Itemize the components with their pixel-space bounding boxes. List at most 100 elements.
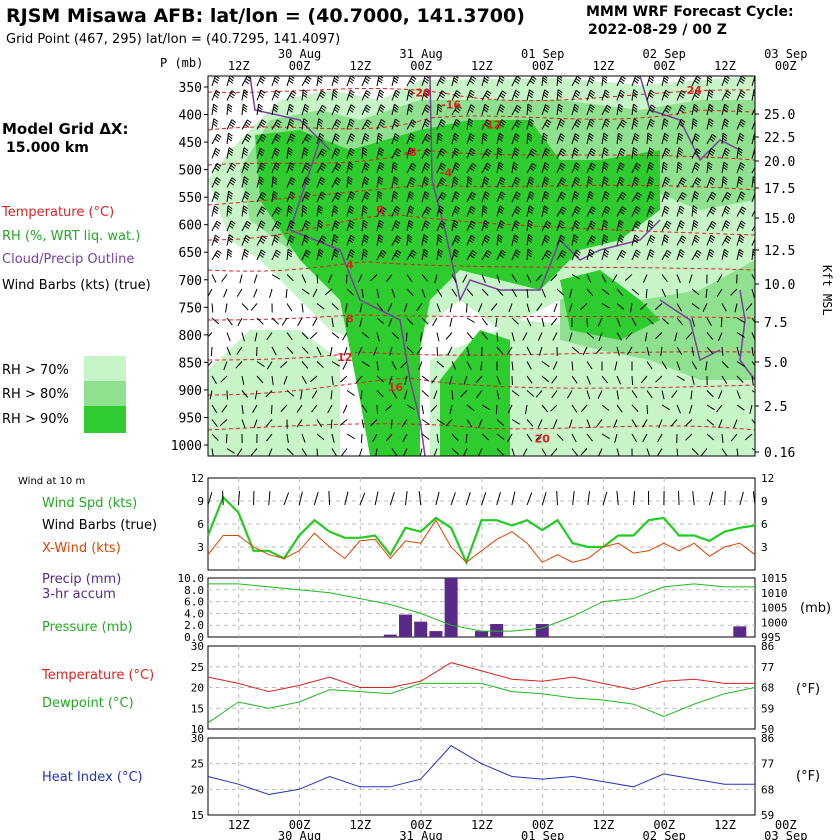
wind-barb-feather	[679, 196, 685, 201]
temp-contour-9	[208, 423, 755, 431]
wind-barb	[436, 76, 442, 87]
wind-barb-feather	[603, 76, 608, 79]
wind-barb-feather	[439, 80, 444, 84]
wind-barb	[253, 274, 258, 284]
wind-barb-feather	[213, 106, 218, 110]
wind-barb-feather	[439, 225, 444, 229]
wind-barb	[360, 433, 363, 444]
wind-barb-feather	[485, 150, 491, 155]
wind-barb	[466, 148, 472, 159]
rh-region-6	[560, 270, 660, 340]
wind-barb	[511, 119, 518, 130]
wind-barb-feather	[513, 161, 519, 166]
wind-barb-feather	[272, 178, 278, 183]
wind-barb-feather	[695, 234, 700, 239]
wind-barb	[658, 419, 663, 429]
wind-barb	[541, 162, 546, 174]
wind-barb-feather	[725, 220, 731, 225]
wind-barb-feather	[602, 152, 608, 157]
wind-barb	[324, 288, 333, 296]
wind-barb-feather	[410, 133, 416, 138]
wind-barb-feather	[467, 178, 473, 183]
wind-barb-feather	[529, 152, 535, 157]
wind-barb-feather	[437, 108, 442, 113]
bottom-hour-label: 00Z	[775, 818, 797, 832]
wind-barb-feather	[334, 222, 340, 227]
pressure-unit: (mb)	[800, 601, 831, 616]
wind-barb-feather	[681, 104, 687, 109]
wind-barb-feather	[366, 104, 371, 109]
wind-barb-feather	[694, 135, 700, 140]
wind-barb-feather	[259, 147, 265, 152]
wind-barb	[716, 288, 723, 297]
wind-barb-feather	[632, 123, 638, 127]
wind-barb	[436, 90, 443, 101]
wind-barb-feather	[498, 210, 503, 215]
wind-barb-feather	[680, 237, 686, 242]
legend-rh80-label: RH > 80%	[2, 387, 69, 402]
wind-barb-feather	[407, 94, 413, 98]
wind-barb-feather	[258, 103, 263, 108]
wind-barb-feather	[576, 76, 582, 80]
wind-barb	[691, 177, 698, 188]
wind-barb-feather	[603, 178, 609, 183]
wind-barb-feather	[591, 220, 596, 225]
wind-barb-feather	[637, 192, 642, 196]
temp-contour-1	[208, 109, 755, 131]
wind-barb	[211, 375, 217, 385]
wind-barb-feather	[739, 193, 745, 198]
wind-barb	[301, 288, 310, 295]
wind-barb	[552, 361, 558, 370]
wind-barb-feather	[514, 222, 520, 227]
wind-barb	[644, 332, 648, 342]
wind-barb-feather	[515, 89, 521, 94]
wind-barb-feather	[695, 162, 701, 167]
wind-barb	[631, 390, 638, 399]
wind-barb-feather	[437, 234, 443, 239]
wind-barb-feather	[273, 79, 279, 84]
wind-barb	[569, 332, 573, 342]
wind-barb-feather	[245, 78, 251, 82]
legend-rh70-swatch	[84, 356, 126, 381]
wind-barb-feather	[440, 164, 445, 169]
wind-barb-feather	[573, 195, 578, 200]
wind-barb	[361, 191, 367, 203]
wind-barb-feather	[498, 161, 504, 166]
wind-barb	[451, 448, 460, 455]
wind-barb	[361, 419, 365, 429]
wind-barb	[706, 419, 715, 426]
wind-barb-feather	[680, 220, 685, 225]
wind-barb-feather	[618, 152, 624, 157]
wind-barb	[296, 419, 303, 428]
wind-barb	[254, 332, 258, 342]
wind-barb-feather	[363, 205, 368, 210]
temp-contour-label: 12	[337, 351, 352, 364]
wind-barb	[537, 419, 543, 428]
wind-barb-feather	[303, 149, 309, 154]
wind-barb-feather	[590, 237, 596, 242]
wind-barb	[286, 274, 294, 282]
wind-barb	[611, 274, 618, 283]
wind-barb-feather	[514, 234, 519, 239]
precip-ytick: 8.0	[184, 584, 204, 597]
wind-barb	[701, 448, 708, 456]
wind-barb-feather	[648, 79, 654, 84]
wind-barb-feather	[558, 123, 564, 128]
wind-barb	[402, 433, 408, 443]
wind-barb-feather	[529, 193, 534, 198]
wind-barb-feather	[319, 152, 325, 157]
wind-barb	[526, 390, 535, 397]
wind-barb-feather	[515, 193, 520, 198]
wind-barb-feather	[303, 108, 309, 113]
wind-barb-feather	[379, 76, 384, 79]
wind-barb-feather	[304, 164, 310, 169]
wind-barb	[626, 346, 633, 355]
wind-barb-feather	[455, 92, 460, 97]
wind-barb-feather	[482, 210, 488, 214]
wind-barb-feather	[530, 150, 536, 155]
wind-barb	[301, 448, 308, 456]
wind-barb	[556, 177, 563, 188]
wind-barb-feather	[378, 176, 384, 181]
wind-barbs-field	[208, 76, 760, 456]
wind-barb-feather	[756, 119, 760, 122]
